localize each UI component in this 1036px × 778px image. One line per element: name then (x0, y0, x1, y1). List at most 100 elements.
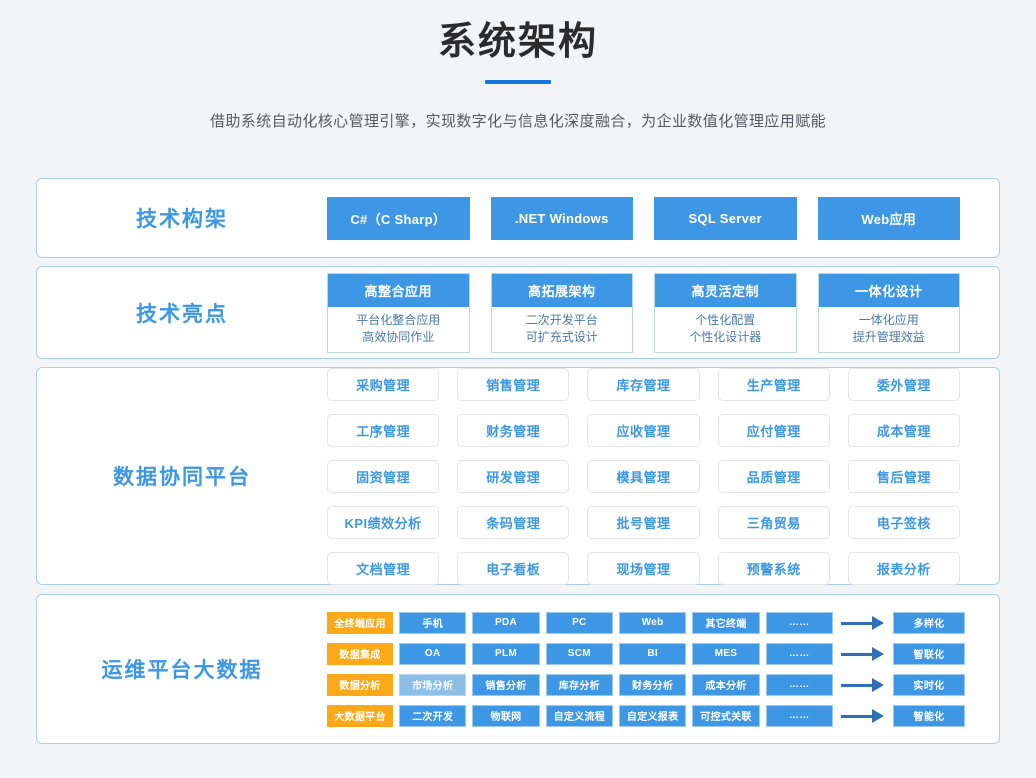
data-collab-card: 数据协同平台 采购管理 销售管理 库存管理 生产管理 委外管理工序管理 财务管理 应收管理应… (36, 367, 1000, 585)
bigdata-cell[interactable]: 二次开发 (399, 704, 467, 727)
tech-stack-label: 技术构架 (136, 208, 228, 231)
arrow-shaft (840, 683, 875, 687)
tech-highlight-line: 个性化设计器 (689, 329, 762, 344)
bigdata-cell[interactable]: …… (765, 642, 833, 665)
title-underline (485, 80, 551, 84)
bigdata-cell[interactable]: PDA (472, 611, 540, 634)
bigdata-cell[interactable]: MES (692, 642, 760, 665)
data-collab-chip[interactable]: 条码管理 (457, 505, 570, 539)
tech-highlight-line: 平台化整合应用 (356, 312, 441, 327)
data-collab-chip[interactable]: 电子签核 (847, 505, 960, 539)
tech-highlight-lines: 个性化配置 个性化设计器 (655, 307, 796, 352)
tech-highlight-box[interactable]: 一体化设计一体化应用提升管理效益 (817, 272, 960, 353)
bigdata-cell[interactable]: 自定义流程 (545, 704, 613, 727)
bigdata-cell[interactable]: SCM (545, 642, 613, 665)
bigdata-cell[interactable]: 手机 (399, 611, 467, 634)
tech-stack-row: C#（C Sharp） .NET Windows SQL Server Web应用 (327, 196, 999, 240)
tech-stack-chip[interactable]: SQL Server (654, 196, 797, 240)
tech-highlight-line: 二次开发平台 (525, 312, 598, 327)
bigdata-cell[interactable]: 市场分析 (399, 673, 467, 696)
bigdata-cell[interactable]: 物联网 (472, 704, 540, 727)
tech-stack-chip[interactable]: C#（C Sharp） (327, 196, 470, 240)
tech-highlight-line: 高效协同作业 (362, 329, 435, 344)
bigdata-rows: 全终端应用 手机 PDA PC Web 其它终端…… 多样化 数据集成 OA PLM SCM BI ME… (327, 611, 999, 727)
bigdata-cell[interactable]: 财务分析 (618, 673, 687, 696)
bigdata-row-head[interactable]: 全终端应用 (327, 611, 393, 634)
arrow-right-icon (839, 705, 887, 727)
bigdata-result[interactable]: 智能化 (892, 704, 965, 727)
data-collab-body: 采购管理 销售管理 库存管理 生产管理 委外管理工序管理 财务管理 应收管理 应付管理 成本管理… (327, 367, 999, 585)
arrow-head (871, 708, 884, 723)
data-collab-chip[interactable]: 库存管理 (587, 367, 700, 401)
bigdata-cell[interactable]: OA (399, 642, 467, 665)
data-collab-chip[interactable]: 销售管理 (457, 367, 570, 401)
data-collab-chip[interactable]: 售后管理 (847, 459, 960, 493)
bigdata-cell[interactable]: BI (618, 642, 687, 665)
bigdata-cell[interactable]: 其它终端 (692, 611, 760, 634)
bigdata-cell[interactable]: …… (765, 704, 833, 727)
tech-highlight-box[interactable]: 高拓展架构 二次开发平台 可扩充式设计 (490, 272, 633, 353)
data-collab-chip[interactable]: 工序管理 (327, 413, 440, 447)
data-collab-chip[interactable]: 现场管理 (587, 551, 700, 585)
bigdata-cell[interactable]: 自定义报表 (618, 704, 687, 727)
bigdata-cell[interactable]: PC (545, 611, 613, 634)
page-header: 系统架构 借助系统自动化核心管理引擎，实现数字化与信息化深度融合，为企业数值化管… (0, 0, 1036, 131)
data-collab-chip[interactable]: 委外管理 (847, 367, 960, 401)
bigdata-row: 数据集成 OA PLM SCM BI MES…… 智联化 (327, 642, 965, 665)
data-collab-chip[interactable]: 财务管理 (457, 413, 570, 447)
tech-stack-chip[interactable]: .NET Windows (490, 196, 633, 240)
bigdata-row: 数据分析 市场分析 销售分析 库存分析 财务分析 成本分析…… 实时化 (327, 673, 965, 696)
data-collab-chip[interactable]: 应付管理 (717, 413, 830, 447)
data-collab-label: 数据协同平台 (113, 466, 251, 489)
tech-highlight-card: 技术亮点 高整合应用 平台化整合应用 高效协同作业 高拓展架构 二次开发平台 可扩充式设计… (36, 266, 1000, 359)
data-collab-chip[interactable]: 研发管理 (457, 459, 570, 493)
tech-highlight-title: 一体化设计 (818, 273, 959, 307)
arrow-head (871, 615, 884, 630)
bigdata-label: 运维平台大数据 (101, 659, 263, 682)
data-collab-chip[interactable]: KPI绩效分析 (327, 505, 440, 539)
data-collab-chip[interactable]: 批号管理 (587, 505, 700, 539)
data-collab-chip[interactable]: 品质管理 (717, 459, 830, 493)
bigdata-cell[interactable]: 可控式关联 (692, 704, 760, 727)
tech-highlight-line: 提升管理效益 (852, 329, 925, 344)
tech-highlight-line: 一体化应用 (858, 312, 919, 327)
bigdata-cell[interactable]: Web (618, 611, 687, 634)
tech-stack-chip[interactable]: Web应用 (817, 196, 960, 240)
bigdata-cell[interactable]: PLM (472, 642, 540, 665)
data-collab-chip[interactable]: 采购管理 (327, 367, 440, 401)
data-collab-chip[interactable]: 成本管理 (847, 413, 960, 447)
data-collab-chip[interactable]: 固资管理 (327, 459, 440, 493)
tech-highlight-box[interactable]: 高整合应用 平台化整合应用 高效协同作业 (327, 272, 470, 353)
page-subtitle: 借助系统自动化核心管理引擎，实现数字化与信息化深度融合，为企业数值化管理应用赋能 (209, 113, 826, 130)
data-collab-chip[interactable]: 报表分析 (847, 551, 960, 585)
arrow-shaft (840, 714, 875, 718)
bigdata-result[interactable]: 实时化 (892, 673, 965, 696)
bigdata-row-head[interactable]: 数据分析 (327, 673, 393, 696)
bigdata-result[interactable]: 智联化 (892, 642, 965, 665)
arrow-right-icon (839, 674, 887, 696)
bigdata-result[interactable]: 多样化 (892, 611, 965, 634)
bigdata-cell[interactable]: 库存分析 (545, 673, 613, 696)
bigdata-card: 运维平台大数据 全终端应用 手机 PDA PC Web 其它终端…… 多样化 数据集成 OA PL… (36, 594, 1000, 744)
bigdata-cell[interactable]: 成本分析 (692, 673, 760, 696)
tech-stack-card: 技术构架 C#（C Sharp） .NET Windows SQL Server We… (36, 178, 1000, 258)
bigdata-cell[interactable]: …… (765, 673, 833, 696)
data-collab-chip[interactable]: 三角贸易 (717, 505, 830, 539)
data-collab-chip[interactable]: 应收管理 (587, 413, 700, 447)
data-collab-chip[interactable]: 预警系统 (717, 551, 830, 585)
tech-highlight-title: 高拓展架构 (491, 273, 632, 307)
data-collab-chip[interactable]: 生产管理 (717, 367, 830, 401)
bigdata-cell[interactable]: …… (765, 611, 833, 634)
data-collab-chip[interactable]: 模具管理 (587, 459, 700, 493)
bigdata-row: 全终端应用 手机 PDA PC Web 其它终端…… 多样化 (327, 611, 965, 634)
data-collab-chip[interactable]: 电子看板 (457, 551, 570, 585)
arrow-right-icon (839, 643, 887, 665)
bigdata-cell[interactable]: 销售分析 (472, 673, 540, 696)
tech-highlight-box[interactable]: 高灵活定制 个性化配置 个性化设计器 (654, 272, 797, 353)
bigdata-row-head[interactable]: 数据集成 (327, 642, 393, 665)
tech-highlight-label: 技术亮点 (136, 302, 228, 326)
bigdata-row-head[interactable]: 大数据平台 (327, 704, 393, 727)
data-collab-chip[interactable]: 文档管理 (327, 551, 440, 585)
arrow-head (871, 646, 884, 661)
tech-stack-body: C#（C Sharp） .NET Windows SQL Server Web应用 (327, 196, 999, 240)
